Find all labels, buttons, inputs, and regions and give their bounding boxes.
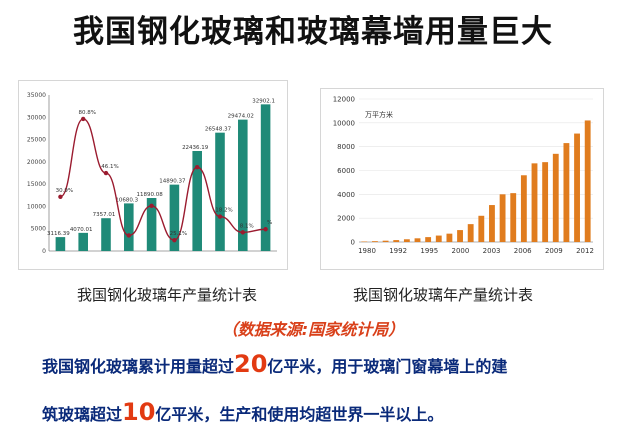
bar	[393, 240, 400, 242]
growth-rate-label: 46.1%	[101, 164, 118, 170]
growth-rate-label: 30.9%	[56, 188, 73, 194]
bar	[499, 194, 506, 242]
bar	[563, 143, 570, 242]
bar	[403, 239, 410, 242]
bar	[124, 203, 134, 251]
y-tick-label: 2000	[337, 215, 355, 223]
growth-rate-point	[126, 233, 131, 238]
bar	[435, 235, 442, 242]
body-line-1: 我国钢化玻璃累计用量超过20亿平米，用于玻璃门窗幕墙上的建	[42, 350, 507, 378]
growth-rate-point	[240, 230, 245, 235]
bar-value-label: 22436.19	[182, 145, 209, 151]
bar	[520, 175, 527, 242]
y-tick-label: 8000	[337, 143, 355, 151]
body-text: 亿平米，用于玻璃门窗幕墙上的建	[267, 357, 508, 376]
body-text: 亿平米，生产和使用均超世界一半以上。	[155, 405, 444, 424]
bar	[478, 215, 485, 242]
tempered-glass-combo-chart: 0 5000 10000 15000 20000 25000 30000 35000 3116.…	[18, 80, 288, 270]
y-tick-label: 25000	[27, 137, 46, 144]
y-tick-label: 10000	[333, 119, 355, 127]
x-tick-label: 1995	[420, 247, 438, 255]
annual-output-bar-chart: 0 2000 4000 6000 8000 10000 12000 万平方米 1980 1992 1…	[320, 88, 604, 270]
bar	[552, 153, 559, 242]
growth-rate-label: 18.2%	[215, 208, 232, 214]
bar	[425, 237, 432, 242]
data-source-note: （数据来源:国家统计局）	[221, 320, 405, 339]
x-tick-label: 2003	[483, 247, 501, 255]
bar	[574, 133, 580, 242]
bar	[372, 241, 378, 242]
bar	[78, 232, 88, 251]
x-tick-label: 1980	[358, 247, 376, 255]
x-tick-label: 2012	[576, 247, 594, 255]
x-tick-label: 2000	[452, 247, 470, 255]
y-tick-label: 0	[351, 239, 355, 247]
y-tick-label: 30000	[27, 114, 46, 121]
growth-rate-point	[263, 227, 268, 232]
y-tick-label: 15000	[27, 181, 46, 188]
bar-value-label: 10680.3	[115, 197, 138, 203]
bar	[584, 120, 591, 242]
growth-rate-point	[217, 214, 223, 219]
y-tick-label: 10000	[27, 203, 46, 210]
bar	[382, 240, 389, 242]
growth-rate-label: %	[267, 220, 272, 226]
body-text: 筑玻璃超过	[42, 405, 123, 424]
bar-value-label: 3116.39	[47, 231, 70, 237]
y-tick-label: 20000	[27, 159, 46, 166]
bar-value-label: 14890.37	[159, 179, 186, 185]
growth-rate-point	[103, 170, 109, 176]
bar	[510, 193, 517, 242]
bar	[531, 163, 538, 242]
bar	[457, 230, 463, 242]
y-tick-label: 12000	[333, 96, 355, 104]
bar	[55, 237, 66, 251]
bar-value-label: 26548.37	[205, 127, 232, 133]
growth-rate-label: 8.1%	[240, 223, 254, 229]
right-chart-svg: 0 2000 4000 6000 8000 10000 12000 万平方米 1980 1992 1…	[333, 96, 594, 256]
y-tick-label: 35000	[27, 92, 46, 99]
bar-value-label: 29474.02	[228, 114, 254, 120]
x-tick-label: 2009	[545, 247, 563, 255]
highlight-number: 10	[122, 398, 156, 426]
y-tick-label: 4000	[337, 191, 355, 199]
bar	[467, 224, 474, 242]
bar	[215, 132, 225, 251]
body-line-2: 筑玻璃超过10亿平米，生产和使用均超世界一半以上。	[42, 398, 443, 426]
left-chart-svg: 0 5000 10000 15000 20000 25000 30000 35000 3116.…	[27, 92, 277, 255]
right-chart-caption: 我国钢化玻璃年产量统计表	[353, 286, 534, 304]
left-chart-caption: 我国钢化玻璃年产量统计表	[77, 286, 258, 304]
highlight-number: 20	[234, 350, 268, 378]
bar	[192, 150, 202, 251]
growth-rate-point	[172, 237, 177, 243]
bar-value-label: 32902.1	[252, 98, 275, 104]
bar	[446, 233, 453, 242]
bar	[489, 205, 495, 242]
x-tick-label: 1992	[389, 247, 407, 255]
bar	[101, 218, 111, 251]
growth-rate-point	[195, 164, 200, 170]
unit-label: 万平方米	[365, 110, 393, 119]
bar	[414, 238, 421, 242]
growth-rate-label: 80.8%	[78, 110, 95, 116]
growth-rate-label: 25.1%	[170, 231, 187, 237]
bar	[542, 162, 549, 242]
growth-rate-line	[60, 118, 266, 241]
growth-rate-point	[58, 194, 63, 199]
body-text: 我国钢化玻璃累计用量超过	[42, 357, 235, 376]
x-tick-label: 2006	[514, 247, 532, 255]
bar-value-label: 7357.01	[93, 212, 116, 218]
page-title: 我国钢化玻璃和玻璃幕墙用量巨大	[73, 14, 553, 50]
bar-value-label: 4070.01	[70, 227, 93, 233]
bar	[146, 198, 157, 251]
bar-value-label: 11890.08	[136, 192, 163, 198]
y-tick-label: 0	[42, 248, 46, 255]
bar	[238, 119, 248, 251]
growth-rate-point	[81, 116, 86, 122]
bar	[260, 104, 271, 251]
y-tick-label: 6000	[337, 167, 355, 175]
bar	[169, 184, 180, 251]
y-tick-label: 5000	[31, 226, 46, 233]
growth-rate-point	[149, 203, 154, 209]
